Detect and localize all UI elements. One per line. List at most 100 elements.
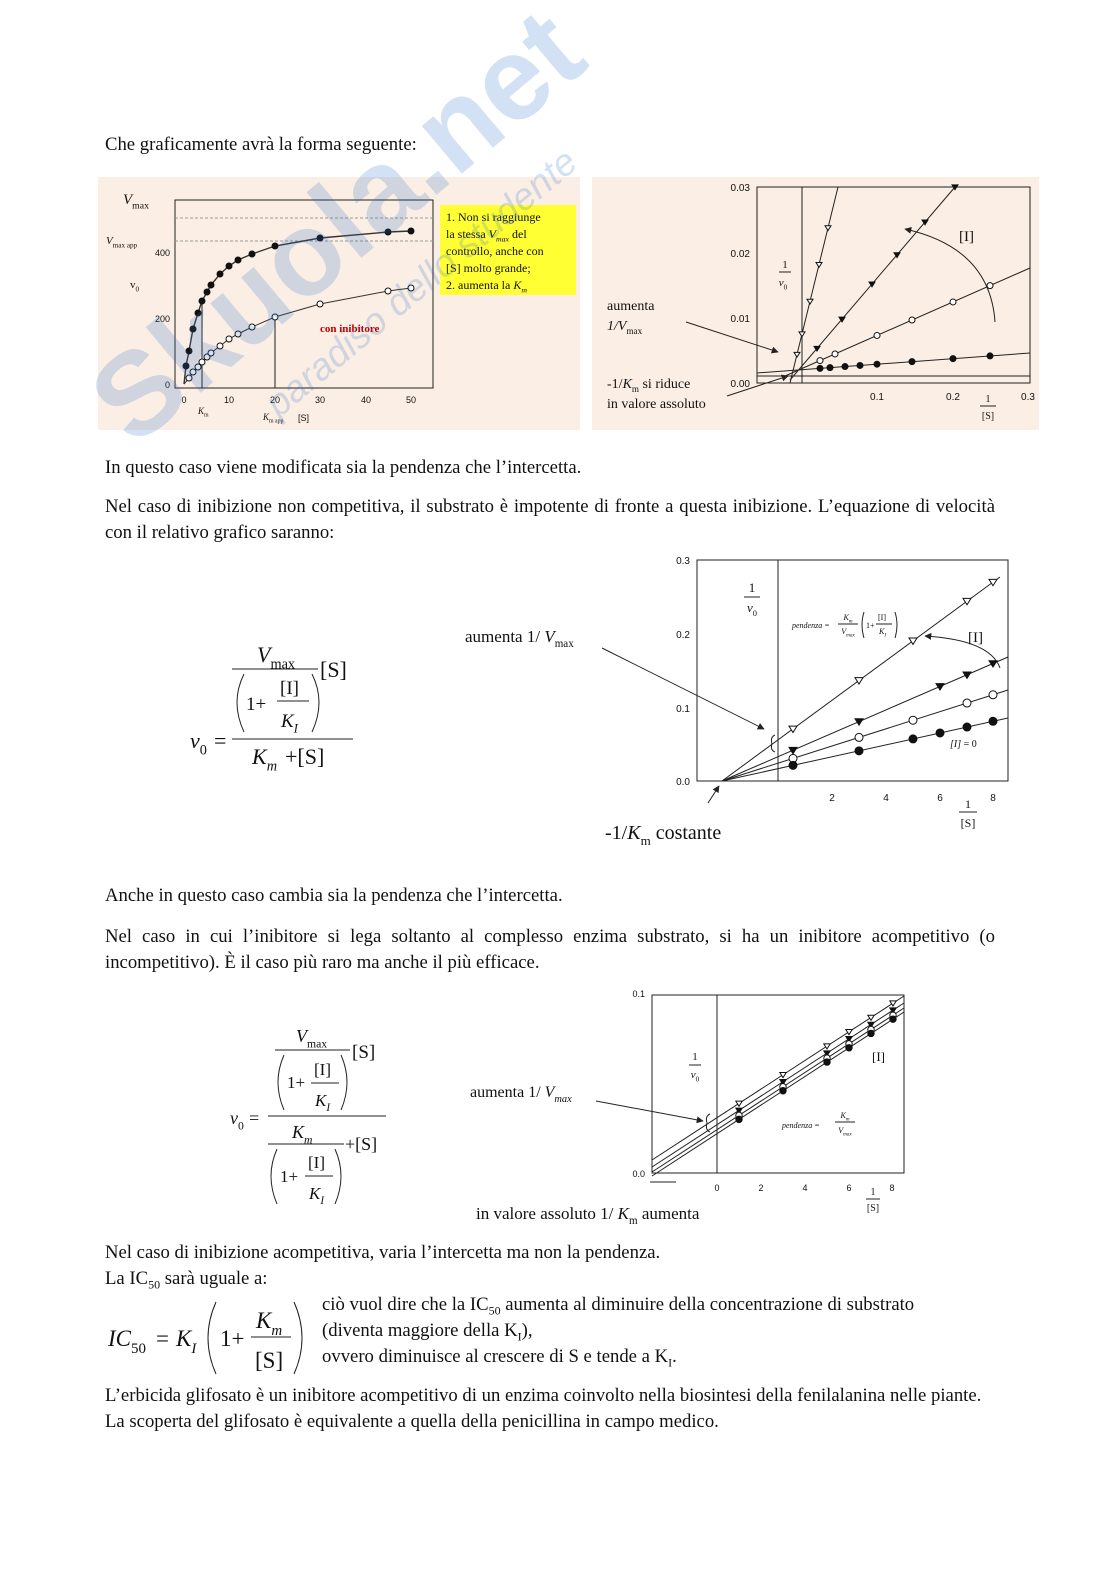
- x-label-den: [S]: [961, 816, 976, 830]
- figure2-plot: 0.3 0.2 0.1 0.0 2 4 6 8 1 v0 1 [S] pende…: [465, 556, 1009, 848]
- point: [988, 690, 998, 700]
- point: [225, 262, 233, 270]
- italic-text: V: [544, 627, 557, 646]
- equation-uncompetitive: v0 = Vmax [S] 1+ [I] KI Km +[S] 1+ [I] K…: [230, 1026, 386, 1207]
- point: [866, 1021, 876, 1029]
- y-tick-label: 0.3: [676, 556, 690, 567]
- italic-text: v: [190, 728, 200, 753]
- line: [721, 656, 1009, 782]
- subscript: max: [843, 1131, 852, 1137]
- x-tick-label: 20: [270, 395, 280, 405]
- eq-lhs: v0: [230, 1108, 244, 1132]
- point: [962, 698, 972, 708]
- text-run: -1/: [605, 822, 628, 844]
- point: [949, 355, 957, 363]
- line: [789, 186, 839, 384]
- y-label-num: 1: [782, 259, 788, 271]
- subscript: max: [496, 235, 510, 244]
- subscript: m: [271, 1323, 282, 1339]
- italic-text: v: [747, 600, 753, 615]
- x-tick-label: 40: [361, 395, 371, 405]
- eq-plus-s: +[S]: [345, 1134, 377, 1154]
- paragraph: Nel caso di inibizione non competitiva, …: [105, 496, 995, 543]
- eq-vmax: Vmax: [296, 1026, 327, 1050]
- point: [935, 728, 945, 738]
- subscript: I: [190, 1341, 197, 1357]
- point: [384, 287, 392, 295]
- point: [988, 716, 998, 726]
- y-tick-label: 0: [165, 380, 170, 390]
- y-tick-label: 0.01: [731, 314, 751, 325]
- eq-km: Km: [251, 744, 277, 775]
- line: [721, 689, 1009, 782]
- y-label-den: v0: [779, 277, 788, 291]
- text-run: del: [509, 227, 527, 241]
- figure1-left: 0 200 400 0 10 20 30 40 50 Vmax Vmax app…: [98, 177, 580, 430]
- point: [384, 228, 392, 236]
- subscript: max app: [113, 241, 138, 249]
- point: [216, 342, 224, 350]
- arrow: [685, 321, 779, 354]
- point: [207, 349, 215, 357]
- figure3-plot: 0.1 0.0 0 2 4 6 8 1 v0 1 [S] [I] pendenz…: [470, 989, 905, 1227]
- italic-text: K: [842, 613, 849, 622]
- subscript: max: [626, 326, 642, 336]
- point: [248, 323, 256, 331]
- inhibitor-label: [I]: [959, 229, 974, 245]
- eq-one-plus: 1+: [280, 1167, 298, 1186]
- subscript: 0: [784, 283, 788, 291]
- italic-text: K: [175, 1326, 193, 1351]
- point: [844, 1029, 854, 1036]
- figure1-right: 0.03 0.02 0.01 0.00 0.1 0.2 0.3 1 v0 1 […: [592, 177, 1039, 430]
- slope-label: pendenza =: [791, 621, 830, 630]
- plot-frame: [174, 199, 434, 389]
- y-tick-label: 400: [155, 248, 170, 258]
- point: [225, 335, 233, 343]
- arrow: [601, 647, 765, 730]
- point: [988, 578, 998, 587]
- km-note: -1/Km costante: [605, 822, 721, 848]
- paren: [207, 1301, 217, 1375]
- text-run: aumenta 1/: [465, 627, 544, 646]
- eq-lhs: IC50: [107, 1326, 146, 1357]
- point: [816, 364, 824, 372]
- point: [806, 298, 814, 305]
- zero-label: [I] = 0: [950, 739, 977, 750]
- x-label-num: 1: [986, 394, 991, 405]
- text-run: costante: [651, 822, 722, 844]
- x-tick-label: 2: [829, 793, 835, 804]
- eq-one-plus: 1+: [220, 1326, 244, 1351]
- point: [788, 760, 798, 770]
- point: [207, 281, 215, 289]
- x-axis-label: [S]: [298, 413, 309, 423]
- slope-den: Vmax: [841, 627, 855, 638]
- x-tick-label: 0: [181, 395, 186, 405]
- v0-label: v0: [130, 279, 140, 293]
- point: [889, 1015, 897, 1023]
- italic-text: K: [622, 377, 633, 392]
- paren: [334, 1148, 342, 1205]
- point: [988, 660, 998, 669]
- italic-text: K: [308, 1184, 322, 1203]
- italic-text: V: [257, 642, 273, 667]
- point: [856, 361, 864, 369]
- point: [868, 281, 876, 288]
- text-run: in valore assoluto: [607, 397, 706, 412]
- point: [908, 316, 916, 324]
- text-run: aumenta: [638, 1204, 700, 1223]
- subscript: 50: [131, 1341, 146, 1357]
- point: [854, 746, 864, 756]
- point: [788, 746, 798, 755]
- subscript: 0: [136, 285, 140, 293]
- y-label-den: v0: [747, 600, 757, 618]
- point: [822, 1050, 832, 1057]
- point: [824, 225, 832, 232]
- slope-den: Vmax: [838, 1126, 852, 1137]
- eq-sign: =: [214, 728, 226, 753]
- eq-i: [I]: [314, 1060, 331, 1079]
- arrow: [707, 785, 720, 804]
- point: [908, 734, 918, 744]
- slope-one-plus: 1+: [866, 621, 875, 630]
- eq-sign: =: [156, 1326, 169, 1351]
